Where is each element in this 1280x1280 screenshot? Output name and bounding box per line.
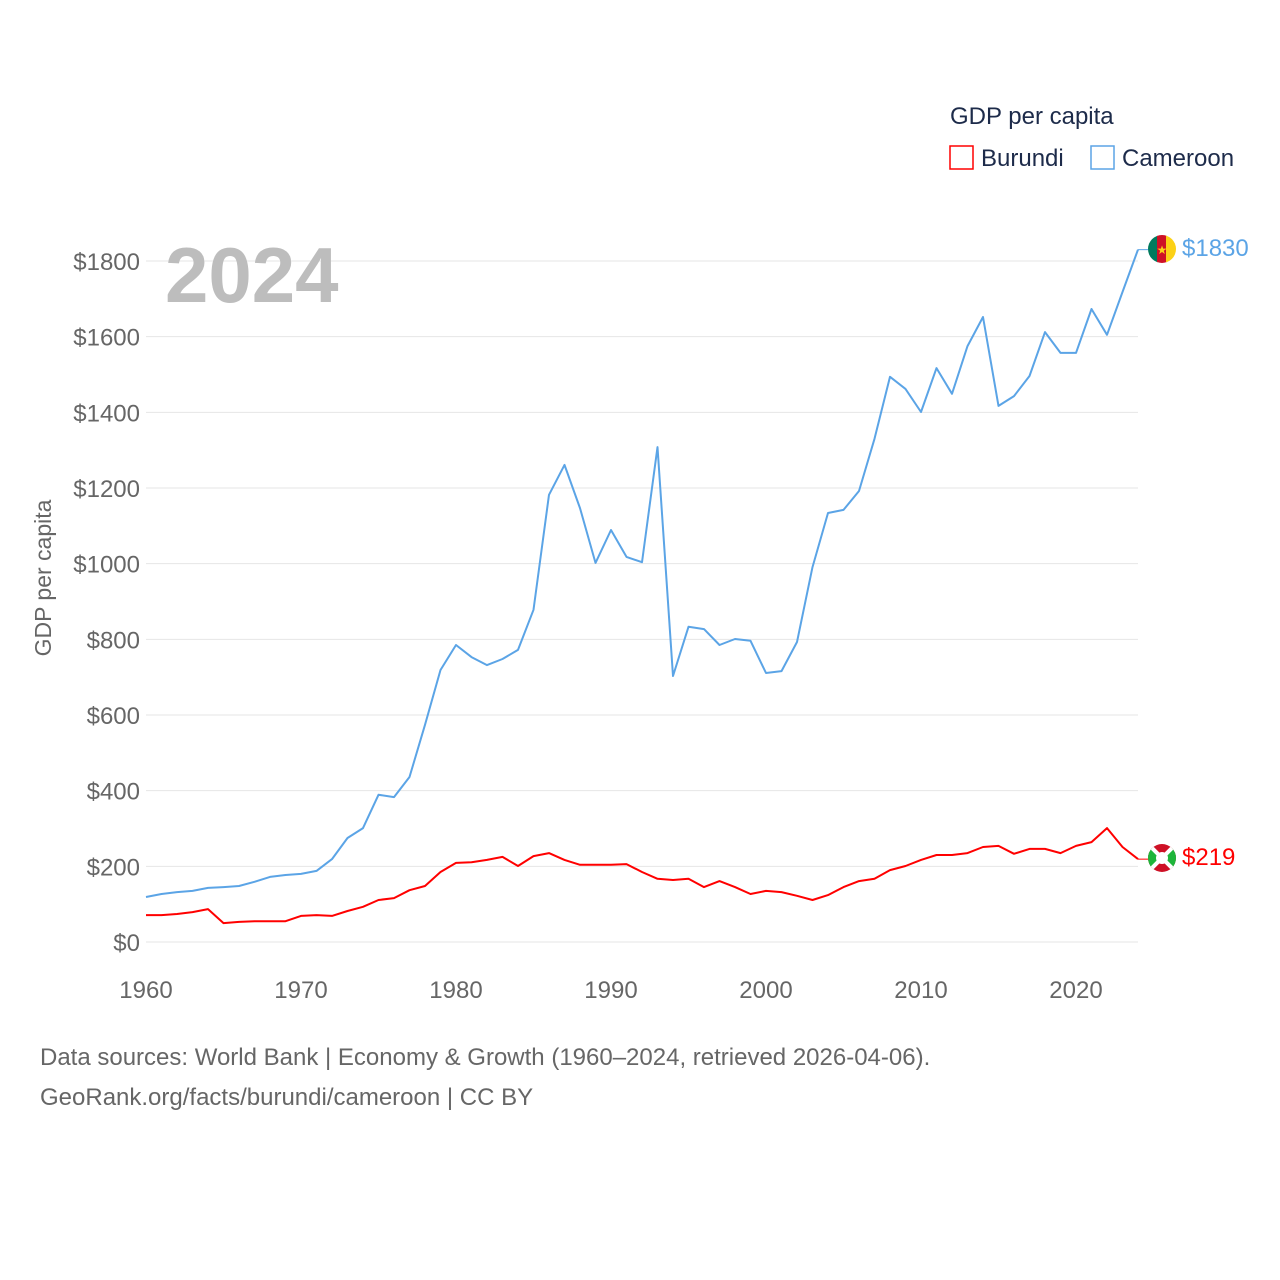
series-line-burundi bbox=[146, 827, 1139, 925]
series-lines bbox=[145, 249, 1148, 925]
legend-label-burundi[interactable]: Burundi bbox=[981, 145, 1064, 172]
x-axis-ticks: 1960 1970 1980 1990 2000 2010 2020 bbox=[119, 977, 1102, 1004]
y-tick-label: $1400 bbox=[73, 400, 140, 427]
footer-credit[interactable]: GeoRank.org/facts/burundi/cameroon | CC … bbox=[40, 1084, 534, 1111]
legend-swatch-cameroon[interactable] bbox=[1090, 145, 1115, 170]
series-line-cameroon bbox=[145, 249, 1139, 898]
y-tick-label: $200 bbox=[87, 854, 140, 881]
year-label: 2024 bbox=[165, 231, 339, 319]
y-axis-label: GDP per capita bbox=[30, 499, 56, 656]
legend: GDP per capita Burundi Cameroon bbox=[949, 103, 1234, 172]
y-tick-label: $800 bbox=[87, 627, 140, 654]
svg-text:★: ★ bbox=[1157, 243, 1168, 257]
gridlines bbox=[146, 260, 1138, 943]
burundi-end-label: $219 bbox=[1182, 844, 1235, 871]
y-tick-label: $0 bbox=[113, 930, 140, 957]
y-axis-ticks: $0 $200 $400 $600 $800 $1000 $1200 $1400 $1600 $1… bbox=[73, 249, 140, 957]
x-tick-label: 2020 bbox=[1049, 977, 1102, 1004]
x-tick-label: 2000 bbox=[739, 977, 792, 1004]
burundi-flag-icon bbox=[1148, 844, 1176, 872]
cameroon-flag-icon: ★ bbox=[1148, 235, 1176, 263]
x-tick-label: 1970 bbox=[274, 977, 327, 1004]
x-tick-label: 1960 bbox=[119, 977, 172, 1004]
legend-title: GDP per capita bbox=[950, 103, 1114, 130]
y-tick-label: $1800 bbox=[73, 249, 140, 276]
y-tick-label: $1200 bbox=[73, 476, 140, 503]
footer-sources: Data sources: World Bank | Economy & Gro… bbox=[40, 1044, 931, 1071]
x-tick-label: 1980 bbox=[429, 977, 482, 1004]
x-tick-label: 1990 bbox=[584, 977, 637, 1004]
cameroon-end-label: $1830 bbox=[1182, 235, 1249, 262]
y-tick-label: $1600 bbox=[73, 325, 140, 352]
y-tick-label: $400 bbox=[87, 779, 140, 806]
legend-swatch-burundi[interactable] bbox=[949, 145, 974, 170]
y-tick-label: $1000 bbox=[73, 552, 140, 579]
x-tick-label: 2010 bbox=[894, 977, 947, 1004]
y-tick-label: $600 bbox=[87, 703, 140, 730]
legend-label-cameroon[interactable]: Cameroon bbox=[1122, 145, 1234, 172]
